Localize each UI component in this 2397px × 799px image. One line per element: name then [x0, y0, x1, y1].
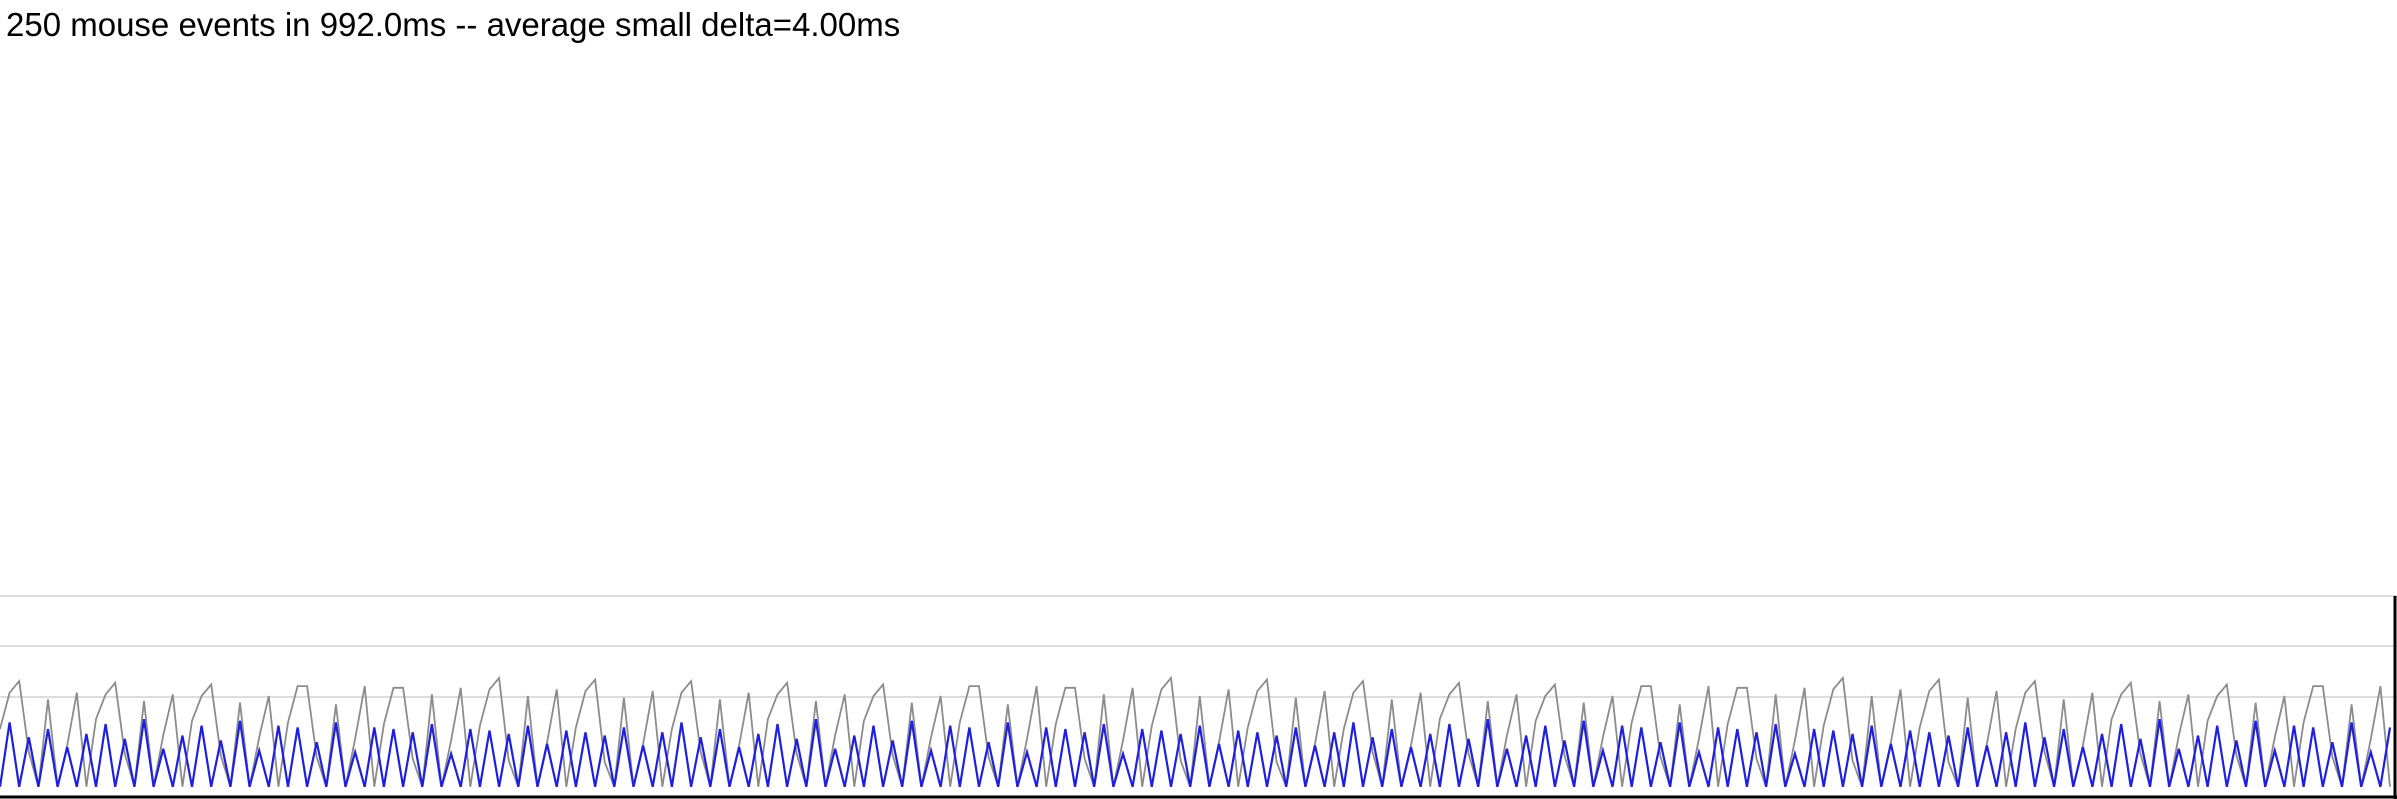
gridlines [0, 595, 2397, 698]
series-layer [0, 675, 2392, 788]
series-line-gray [0, 675, 2391, 788]
stats-readout: 250 mouse events in 992.0ms -- average s… [6, 6, 901, 43]
series-line-blue [0, 718, 2392, 788]
